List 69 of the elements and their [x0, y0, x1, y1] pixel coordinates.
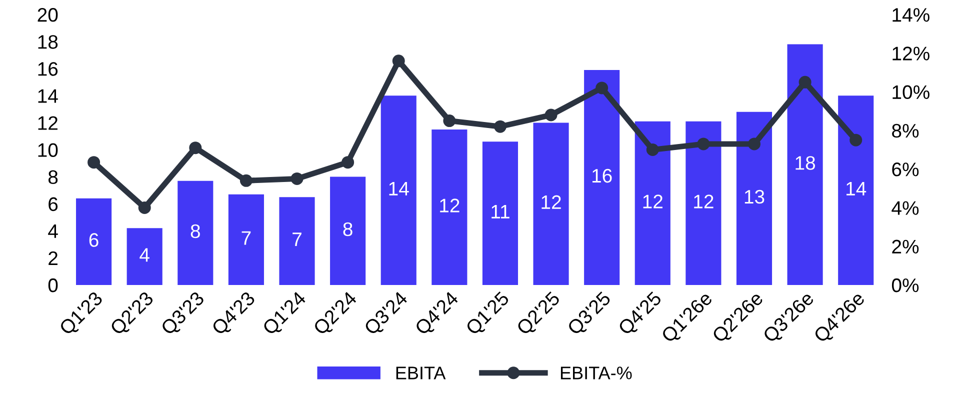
y2-tick-label: 10% [892, 85, 930, 100]
data-label: 12 [542, 195, 561, 209]
y-tick-label: 10 [38, 143, 58, 157]
point [290, 172, 304, 185]
point [596, 82, 608, 94]
bar [686, 121, 722, 285]
point [494, 120, 506, 133]
data-label: 7 [242, 231, 251, 245]
bar [279, 197, 315, 285]
data-label: 14 [846, 182, 866, 196]
data-label: 7 [292, 232, 302, 246]
point [392, 54, 405, 68]
point [342, 156, 354, 169]
bar [228, 194, 264, 285]
bar [838, 96, 874, 285]
bar [76, 198, 112, 285]
legend-label: EBITA-% [560, 366, 632, 380]
bar [584, 70, 620, 285]
data-label: 12 [440, 198, 460, 212]
y2-tick-label: 4% [892, 201, 919, 215]
point [748, 138, 760, 150]
data-label: 6 [89, 233, 98, 247]
y-tick-label: 14 [38, 89, 58, 103]
data-label: 4 [140, 248, 150, 262]
bar [330, 176, 366, 285]
bar [380, 96, 416, 285]
y2-tick-label: 12% [892, 46, 930, 60]
y-tick-label: 2 [48, 251, 58, 265]
bar [432, 129, 468, 285]
y-tick-label: 6 [48, 197, 58, 212]
bar [787, 44, 823, 285]
y-tick-label: 4 [48, 224, 58, 238]
point [443, 114, 456, 128]
y2-tick-label: 8% [892, 124, 919, 138]
point [138, 201, 151, 214]
data-label: 14 [389, 182, 409, 196]
data-label: 13 [744, 190, 764, 204]
point [88, 156, 100, 169]
y2-tick-label: 0% [892, 278, 919, 292]
y-tick-label: 12 [38, 116, 58, 130]
y-tick-label: 8 [48, 170, 58, 184]
point [646, 144, 659, 156]
y2-tick-label: 2% [892, 240, 919, 254]
bar [482, 142, 518, 285]
point [850, 134, 862, 146]
data-label: 12 [643, 194, 662, 208]
data-label: 8 [343, 222, 352, 236]
data-label: 16 [592, 168, 612, 183]
data-label: 11 [492, 204, 510, 218]
bar [178, 180, 214, 285]
legend-label: EBITA [396, 366, 446, 380]
data-label: 18 [796, 156, 816, 170]
point [544, 108, 558, 122]
data-label: 12 [694, 194, 714, 208]
point [240, 174, 252, 187]
y-tick-label: 20 [38, 8, 58, 22]
point [697, 138, 710, 150]
point [189, 142, 202, 154]
bar [533, 122, 569, 285]
y2-tick-label: 6% [892, 162, 919, 176]
point [798, 76, 812, 88]
y-tick-label: 0 [48, 278, 58, 292]
y2-tick-label: 14% [892, 8, 930, 22]
y-tick-label: 18 [38, 35, 58, 49]
bar [126, 228, 162, 285]
bar [736, 112, 772, 285]
bar [634, 121, 670, 285]
y-tick-label: 16 [38, 62, 58, 76]
data-label: 8 [190, 224, 200, 238]
